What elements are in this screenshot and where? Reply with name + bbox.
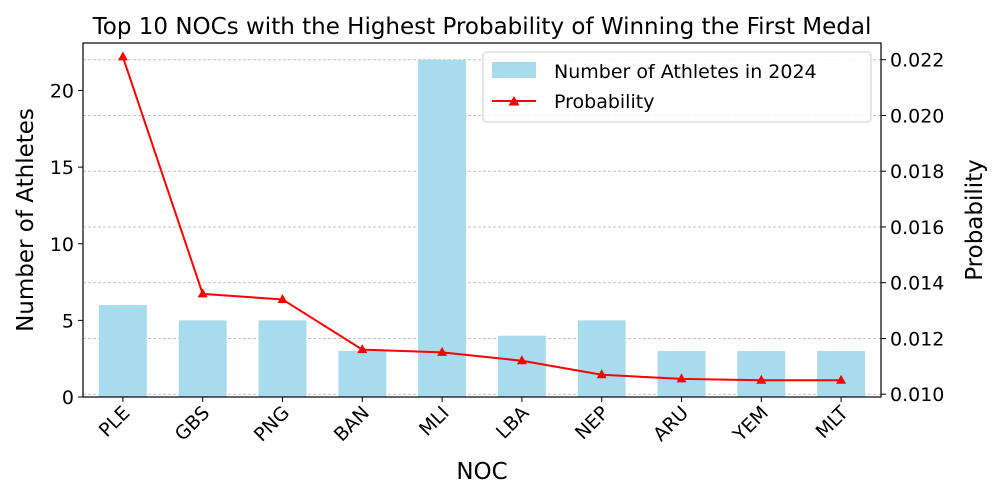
y-right-tick-label: 0.014 — [890, 273, 944, 295]
probability-marker-lba — [516, 355, 527, 365]
bar-yem — [737, 351, 786, 397]
chart-title: Top 10 NOCs with the Highest Probability… — [92, 14, 872, 40]
legend: Number of Athletes in 2024 Probability — [482, 51, 872, 123]
legend-label-probability: Probability — [554, 91, 654, 113]
x-axis: PLE GBS PNG BAN MLI LBA NEP ARU YEM MLT — [95, 397, 853, 447]
y-right-tick-label: 0.022 — [890, 50, 944, 72]
x-tick-label: ARU — [649, 402, 693, 446]
probability-marker-yem — [756, 374, 767, 384]
x-tick-label: LBA — [492, 402, 533, 443]
x-tick-label: BAN — [330, 402, 374, 446]
probability-marker-nep — [596, 369, 607, 379]
bar-mlt — [817, 351, 866, 397]
probability-marker-mlt — [836, 374, 847, 384]
legend-swatch-marker — [508, 96, 520, 106]
x-tick-label: MLT — [812, 402, 853, 443]
y-tick-label: 10 — [50, 234, 74, 256]
probability-marker-mli — [437, 346, 448, 356]
legend-label-athletes: Number of Athletes in 2024 — [554, 61, 817, 83]
legend-swatch-bar — [492, 62, 536, 78]
x-tick-label: GBS — [171, 402, 214, 445]
y-right-tick-label: 0.010 — [890, 384, 944, 406]
bar-mli — [418, 59, 467, 397]
legend-box — [482, 51, 872, 123]
bar-nep — [577, 320, 626, 397]
probability-marker-ple — [117, 51, 128, 61]
y-right-tick-label: 0.016 — [890, 217, 944, 239]
probability-marker-aru — [676, 373, 687, 383]
x-tick-label: MLI — [415, 402, 454, 441]
probability-marker-png — [277, 293, 288, 303]
y-tick-label: 5 — [62, 310, 74, 332]
y-axis-left: 0 5 10 15 20 — [50, 81, 83, 409]
x-axis-title: NOC — [456, 459, 507, 485]
y-tick-label: 0 — [62, 387, 74, 409]
y-right-tick-label: 0.012 — [890, 328, 944, 350]
bar-ple — [98, 305, 147, 397]
x-tick-label: YEM — [728, 402, 773, 447]
bar-ban — [338, 351, 387, 397]
x-tick-label: PLE — [95, 402, 135, 442]
y-axis-right: 0.010 0.012 0.014 0.016 0.018 0.020 0.022 — [881, 50, 944, 406]
y-tick-label: 15 — [50, 157, 74, 179]
y-right-tick-label: 0.018 — [890, 161, 944, 183]
y-axis-title: Number of Athletes — [13, 108, 39, 332]
y-right-tick-label: 0.020 — [890, 105, 944, 127]
bar-lba — [497, 335, 546, 397]
x-tick-label: PNG — [250, 402, 294, 446]
bar-png — [258, 320, 307, 397]
y-axis-right-title: Probability — [962, 159, 988, 281]
bar-series — [98, 59, 866, 397]
y-tick-label: 20 — [50, 81, 74, 103]
plot-frame — [82, 42, 882, 398]
probability-line — [121, 56, 842, 382]
x-tick-label: NEP — [571, 402, 613, 444]
bar-gbs — [178, 320, 227, 397]
probability-marker-ban — [357, 344, 368, 354]
probability-marker-gbs — [197, 288, 208, 298]
line-series — [117, 51, 847, 384]
